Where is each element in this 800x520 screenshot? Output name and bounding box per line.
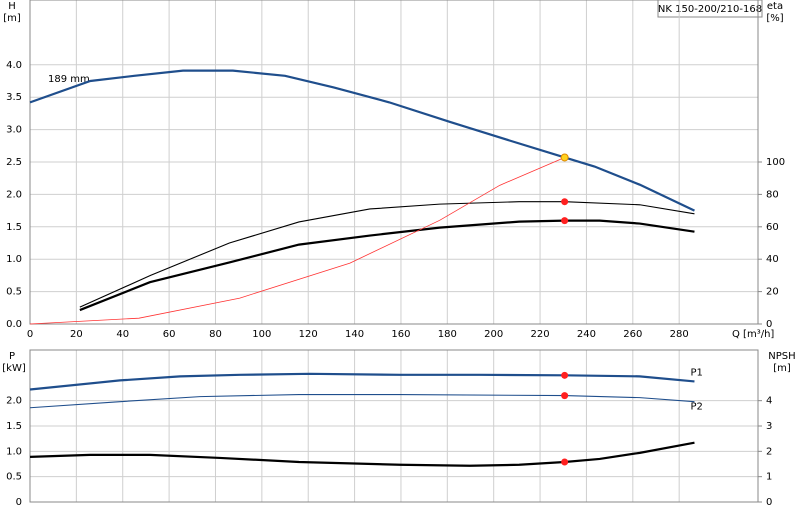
duty-point [561,371,569,379]
y-tick-label: 1.5 [6,222,22,233]
duty-point [561,198,569,206]
curve [79,219,695,312]
x-tick-label: 180 [438,329,457,340]
title-box [657,0,763,18]
x-tick-label: 100 [252,329,271,340]
y2-tick-label: 2 [766,446,772,457]
x-tick-label: 240 [577,329,596,340]
x-tick-label: 160 [391,329,410,340]
x-tick-label: 140 [345,329,364,340]
y-tick-label: 0.5 [6,287,22,298]
curve [79,201,695,308]
y-tick-label: 1.0 [6,254,22,265]
chart-title: NK 150-200/210-168 [658,4,762,15]
y-tick-label: 0 [16,497,22,508]
y-axis-label: P [9,351,15,362]
x-tick-label: 40 [116,329,129,340]
y2-tick-label: 60 [766,222,779,233]
y2-axis-label: eta [767,1,783,12]
x-tick-label: 260 [623,329,642,340]
y2-tick-label: 20 [766,287,779,298]
x-tick-label: 80 [209,329,222,340]
y-axis-label: H [8,1,16,12]
y-tick-label: 4.0 [6,60,22,71]
duty-point [561,458,569,466]
y-tick-label: 2.5 [6,157,22,168]
y2-tick-label: 3 [766,421,772,432]
curve [29,372,695,391]
curve [29,157,565,325]
duty-point [561,392,569,400]
y2-tick-label: 4 [766,396,772,407]
y-tick-label: 3.5 [6,92,22,103]
y2-tick-label: 100 [766,157,785,168]
duty-point [561,217,569,225]
curve [29,394,695,409]
y2-axis-unit: [%] [766,13,783,24]
x-tick-label: 0 [27,329,33,340]
y-axis-unit: [m] [3,13,21,24]
series-label: P1 [690,367,702,378]
curve [29,69,695,212]
y-tick-label: 0.5 [6,472,22,483]
y-axis-unit: [kW] [2,363,26,374]
y2-tick-label: 1 [766,472,772,483]
y2-axis-unit: [m] [773,363,791,374]
duty-point [560,153,569,162]
y-tick-label: 1.5 [6,421,22,432]
y-tick-label: 3.0 [6,125,22,136]
x-tick-label: 280 [670,329,689,340]
plot-frame [29,0,759,325]
y-tick-label: 1.0 [6,446,22,457]
y2-axis-label: NPSH [768,351,795,362]
x-tick-label: 200 [484,329,503,340]
x-tick-label: 20 [70,329,83,340]
y2-tick-label: 80 [766,189,779,200]
series-label: P2 [690,402,702,413]
y-tick-label: 2.0 [6,189,22,200]
y2-tick-label: 40 [766,254,779,265]
y2-tick-label: 0 [766,497,772,508]
annotation: 189 mm [48,74,90,85]
y-tick-label: 0.0 [6,319,22,330]
x-tick-label: 60 [163,329,176,340]
x-tick-label: 220 [531,329,550,340]
x-axis-label: Q [m³/h] [732,329,774,340]
x-tick-label: 120 [299,329,318,340]
plot-frame [29,349,759,503]
y2-tick-label: 0 [766,319,772,330]
curve [29,441,695,467]
y-tick-label: 2.0 [6,396,22,407]
